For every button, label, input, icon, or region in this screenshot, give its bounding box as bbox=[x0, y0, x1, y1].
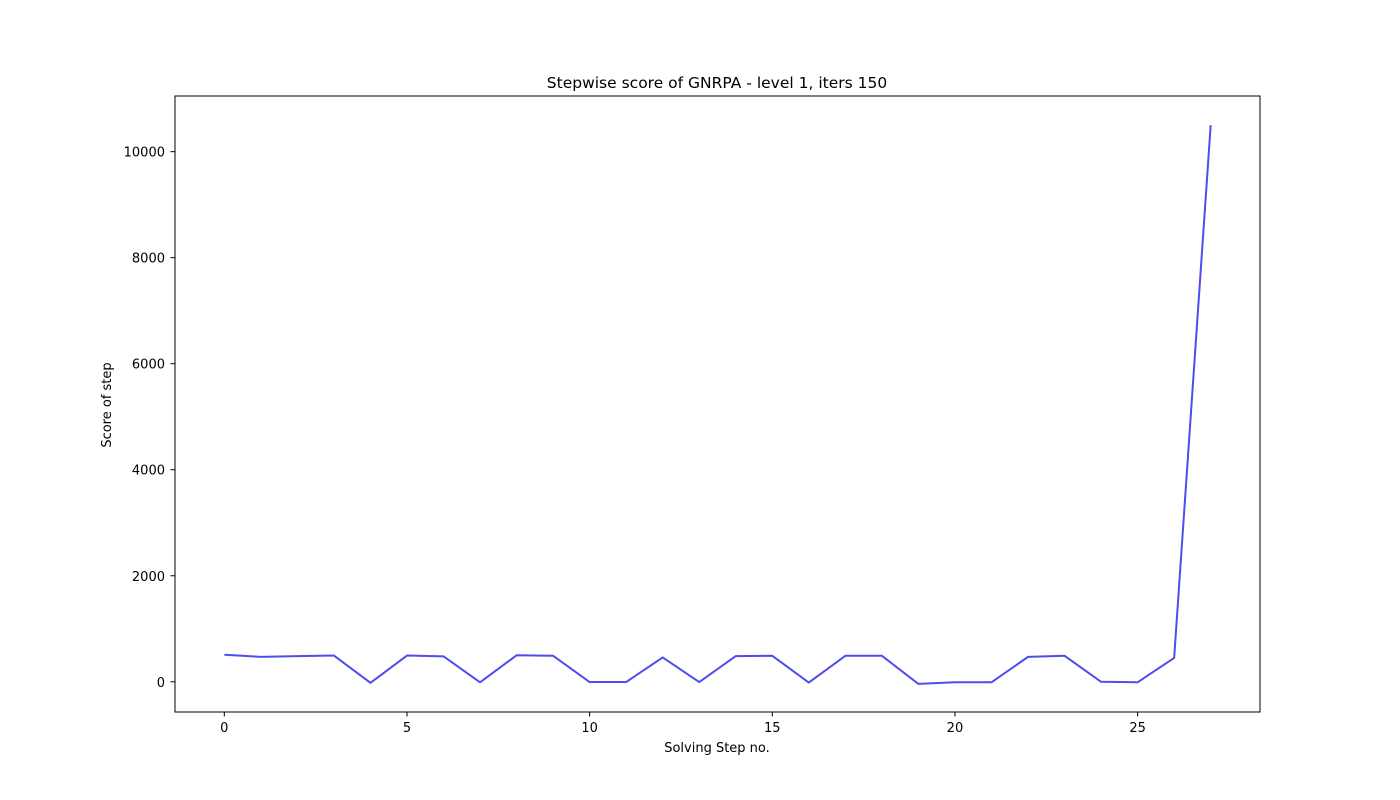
y-tick-label: 0 bbox=[157, 676, 165, 691]
y-tick-label: 2000 bbox=[132, 570, 165, 585]
series-line bbox=[224, 125, 1212, 685]
x-tick-label: 5 bbox=[403, 721, 411, 736]
plot-area-frame bbox=[174, 95, 1261, 713]
series-layer bbox=[224, 125, 1212, 685]
x-axis-ticks: 0 5 10 15 20 25 bbox=[220, 712, 1146, 736]
y-tick-label: 4000 bbox=[132, 464, 165, 479]
y-tick-label: 6000 bbox=[132, 358, 165, 373]
x-tick-label: 10 bbox=[581, 721, 598, 736]
y-axis-ticks: 0 2000 4000 6000 8000 10000 bbox=[124, 146, 175, 691]
x-tick-label: 15 bbox=[764, 721, 781, 736]
y-tick-label: 10000 bbox=[124, 146, 165, 161]
y-axis-label: Score of step bbox=[100, 362, 115, 447]
x-tick-label: 0 bbox=[220, 721, 228, 736]
chart-title: Stepwise score of GNRPA - level 1, iters… bbox=[547, 74, 887, 92]
x-tick-label: 20 bbox=[947, 721, 964, 736]
x-tick-label: 25 bbox=[1129, 721, 1146, 736]
x-axis-label: Solving Step no. bbox=[664, 741, 770, 756]
y-tick-label: 8000 bbox=[132, 252, 165, 267]
